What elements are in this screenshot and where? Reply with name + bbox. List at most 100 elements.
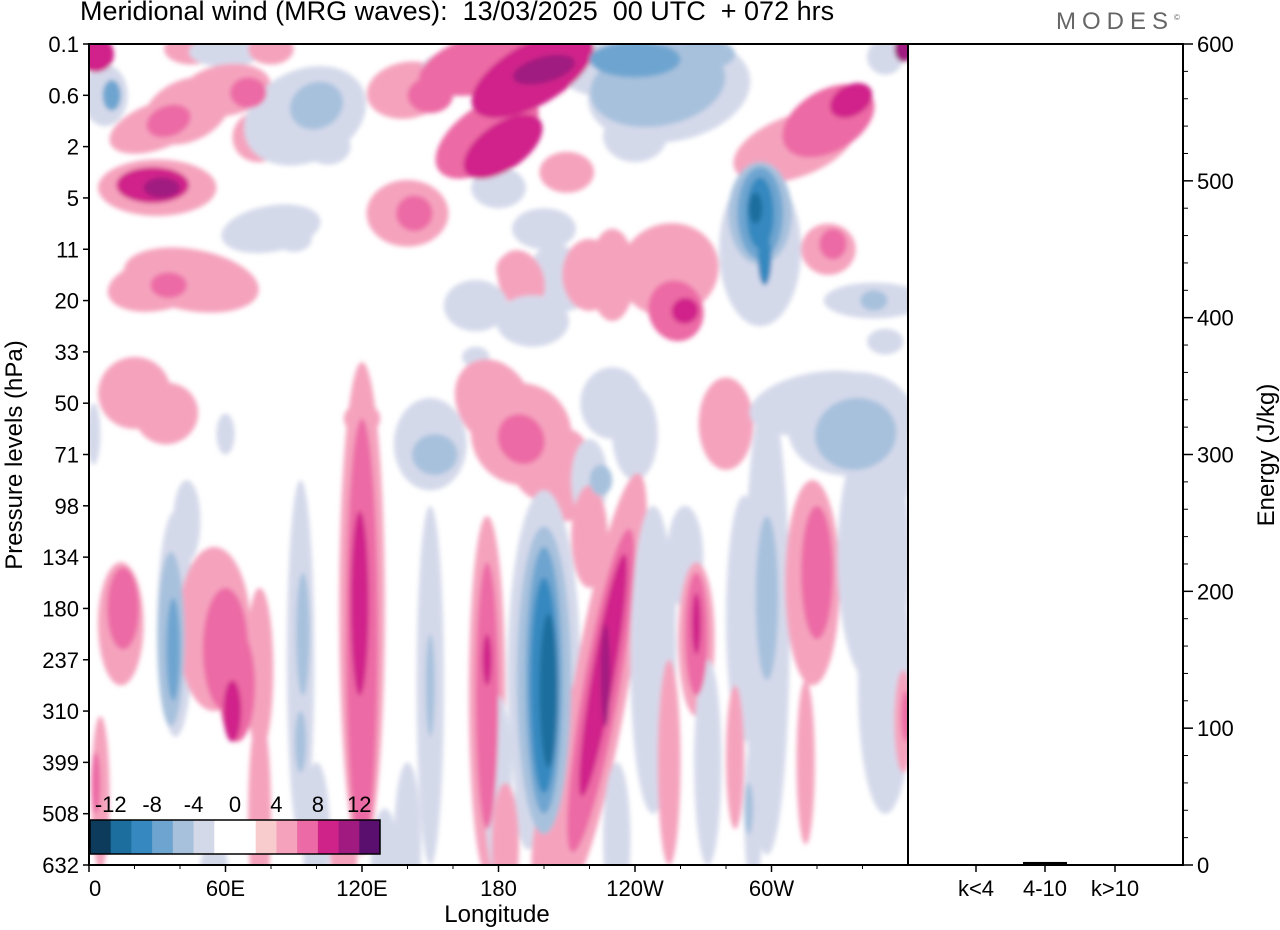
energy-panel-frame bbox=[907, 43, 1184, 866]
y-tick-label: 0.1 bbox=[48, 32, 79, 57]
y-tick-label: 508 bbox=[42, 802, 79, 827]
x-tick-label: 60W bbox=[749, 876, 794, 901]
y-tick-label: 180 bbox=[42, 596, 79, 621]
wind-anomaly-blob bbox=[757, 233, 772, 286]
y-tick-label: 632 bbox=[42, 853, 79, 878]
colorbar-label: -8 bbox=[142, 792, 162, 817]
colorbar-swatch bbox=[131, 820, 153, 854]
wind-anomaly-blob bbox=[146, 104, 191, 138]
wind-anomaly-blob bbox=[91, 752, 101, 814]
wind-anomaly-blob bbox=[289, 81, 344, 130]
y-tick-label: 11 bbox=[56, 237, 79, 262]
wind-anomaly-blob bbox=[89, 403, 101, 465]
energy-category-label: 4-10 bbox=[1023, 876, 1067, 901]
y-tick-label: 134 bbox=[42, 545, 79, 570]
x-tick-label: 60E bbox=[206, 876, 245, 901]
colorbar: -12 -8 -4 0 4 8 12 bbox=[89, 792, 381, 855]
x-axis-label: Longitude bbox=[444, 901, 549, 928]
wind-anomaly-blob bbox=[829, 82, 873, 118]
wind-anomaly-blob bbox=[216, 413, 235, 455]
colorbar-label: 12 bbox=[347, 792, 371, 817]
energy-tick-label: 300 bbox=[1197, 443, 1234, 468]
wind-anomaly-blob bbox=[305, 128, 351, 165]
energy-bar bbox=[1093, 864, 1137, 865]
wind-anomaly-blob bbox=[698, 377, 754, 470]
meridional-wind-field bbox=[89, 44, 908, 865]
y-tick-label: 237 bbox=[42, 648, 79, 673]
wind-anomaly-blob bbox=[512, 208, 576, 250]
wind-anomaly-blob bbox=[475, 562, 499, 830]
modes-logo: MODES© bbox=[1056, 8, 1180, 35]
x-tick-label: 180 bbox=[480, 876, 517, 901]
energy-tick-label: 600 bbox=[1197, 32, 1234, 57]
y-tick-label: 2 bbox=[67, 135, 79, 160]
wind-anomaly-blob bbox=[857, 557, 908, 814]
wind-anomaly-blob bbox=[150, 272, 187, 298]
pressure-axis: 0.1 0.6 2 5 11 20 33 50 71 98 134 180 237 310 399 508 63… bbox=[42, 32, 89, 878]
wind-anomaly-blob bbox=[425, 634, 435, 737]
colorbar-swatch bbox=[193, 820, 215, 854]
wind-anomaly-blob bbox=[275, 226, 312, 252]
wind-anomaly-blob bbox=[496, 295, 570, 347]
colorbar-swatch bbox=[152, 820, 174, 854]
wind-anomaly-blob bbox=[248, 711, 271, 865]
colorbar-swatch bbox=[297, 820, 319, 854]
colorbar-swatch bbox=[235, 820, 257, 854]
wind-anomaly-blob bbox=[589, 464, 613, 496]
wind-anomaly-blob bbox=[166, 598, 180, 701]
colorbar-swatch bbox=[172, 820, 195, 854]
energy-tick-label: 400 bbox=[1197, 306, 1234, 331]
colorbar-label: 8 bbox=[312, 792, 324, 817]
wind-anomaly-blob bbox=[819, 228, 847, 260]
wind-anomaly-blob bbox=[296, 572, 310, 696]
logo-text: MODES bbox=[1056, 8, 1175, 35]
energy-tick-label: 200 bbox=[1197, 579, 1234, 604]
y-tick-label: 50 bbox=[55, 391, 79, 416]
wind-anomaly-blob bbox=[173, 480, 201, 563]
colorbar-swatch bbox=[214, 820, 236, 854]
wind-anomaly-blob bbox=[860, 290, 888, 311]
colorbar-swatch bbox=[317, 820, 340, 854]
wind-anomaly-blob bbox=[396, 195, 433, 232]
colorbar-label: 0 bbox=[229, 792, 241, 817]
colorbar-label: -4 bbox=[184, 792, 204, 817]
wind-anomaly-blob bbox=[571, 485, 608, 588]
wind-anomaly-blob bbox=[89, 44, 115, 73]
wind-anomaly-blob bbox=[107, 567, 140, 650]
wind-anomaly-blob bbox=[589, 44, 681, 78]
wind-anomaly-blob bbox=[393, 762, 422, 865]
wind-anomaly-blob bbox=[497, 250, 546, 310]
y-tick-label: 71 bbox=[55, 443, 79, 468]
chart-title: Meridional wind (MRG waves): 13/03/2025 … bbox=[80, 0, 835, 26]
wind-anomaly-blob bbox=[102, 79, 121, 111]
energy-category-label: k>10 bbox=[1091, 876, 1139, 901]
wind-anomaly-blob bbox=[801, 505, 833, 640]
colorbar-label: -12 bbox=[95, 792, 127, 817]
wind-anomaly-blob bbox=[726, 685, 745, 830]
wind-anomaly-blob bbox=[748, 192, 763, 224]
wind-anomaly-blob bbox=[134, 382, 199, 445]
wind-anomaly-blob bbox=[589, 228, 635, 322]
longitude-axis: 0 60E 120E 180 120W 60W bbox=[88, 865, 863, 901]
wind-anomaly-blob bbox=[412, 433, 458, 476]
wind-anomaly-blob bbox=[867, 44, 904, 75]
wind-anomaly-blob bbox=[491, 782, 519, 865]
colorbar-label: 4 bbox=[270, 792, 282, 817]
wind-anomaly-blob bbox=[814, 397, 897, 471]
wind-anomaly-blob bbox=[463, 114, 543, 179]
energy-tick-label: 100 bbox=[1197, 716, 1234, 741]
wind-anomaly-blob bbox=[755, 516, 779, 681]
energy-tick-label: 0 bbox=[1197, 853, 1209, 878]
colorbar-swatch bbox=[255, 820, 277, 854]
wind-anomaly-blob bbox=[657, 659, 681, 865]
wind-anomaly-blob bbox=[223, 680, 242, 742]
y-axis-label: Pressure levels (hPa) bbox=[1, 340, 28, 569]
wind-anomaly-blob bbox=[513, 54, 575, 85]
energy-axis-label: Energy (J/kg) bbox=[1253, 384, 1280, 527]
energy-category-label: k<4 bbox=[958, 876, 994, 901]
y-tick-label: 33 bbox=[55, 340, 79, 365]
energy-bars: k<4 4-10 k>10 bbox=[954, 861, 1139, 901]
y-tick-label: 98 bbox=[55, 494, 79, 519]
wind-anomaly-blob bbox=[497, 414, 545, 465]
